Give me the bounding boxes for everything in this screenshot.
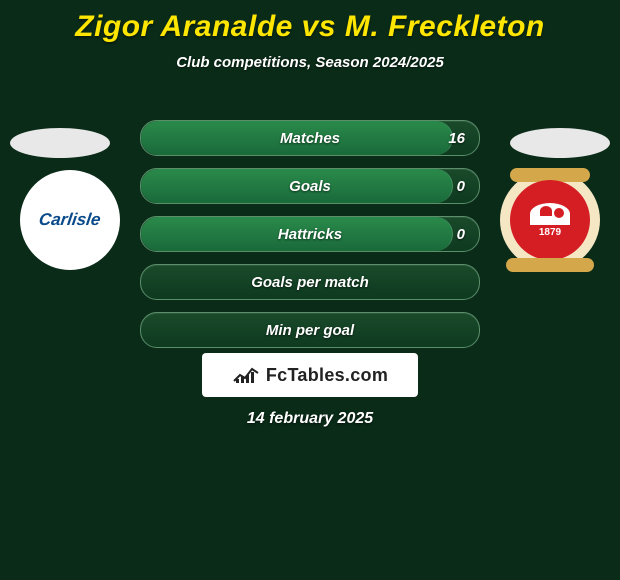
club-right-year: 1879 xyxy=(539,227,561,238)
stat-bar: Hattricks 0 xyxy=(140,216,480,252)
stat-value: 0 xyxy=(457,217,465,251)
club-badge-left: Carlisle xyxy=(20,170,120,270)
bird-icon xyxy=(540,206,552,216)
club-badge-right: 1879 xyxy=(500,170,600,270)
player-avatar-right xyxy=(510,128,610,158)
club-right-crest: 1879 xyxy=(510,180,590,260)
stat-label-wrap: Hattricks xyxy=(141,217,479,251)
stat-bar: Goals 0 xyxy=(140,168,480,204)
stat-label-wrap: Matches xyxy=(141,121,479,155)
club-left-label: Carlisle xyxy=(38,210,102,230)
stat-value: 0 xyxy=(457,169,465,203)
page-title: Zigor Aranalde vs M. Freckleton xyxy=(0,0,620,44)
stat-label-wrap: Goals per match xyxy=(141,265,479,299)
comparison-date: 14 february 2025 xyxy=(0,410,620,428)
stats-list: Matches 16 Goals 0 Hattricks 0 Goals per match… xyxy=(140,120,480,360)
stat-value: 16 xyxy=(448,121,465,155)
stat-label: Min per goal xyxy=(266,322,354,339)
stat-bar: Min per goal xyxy=(140,312,480,348)
stat-label: Goals xyxy=(289,178,331,195)
branding-badge[interactable]: FcTables.com xyxy=(202,353,418,397)
stat-label: Hattricks xyxy=(278,226,342,243)
stat-label-wrap: Min per goal xyxy=(141,313,479,347)
page-subtitle: Club competitions, Season 2024/2025 xyxy=(0,54,620,71)
stat-bar: Goals per match xyxy=(140,264,480,300)
comparison-card: Zigor Aranalde vs M. Freckleton Club com… xyxy=(0,0,620,580)
stat-label-wrap: Goals xyxy=(141,169,479,203)
club-right-ribbon-bottom xyxy=(506,258,594,272)
club-right-emblem xyxy=(530,203,570,225)
stat-label: Goals per match xyxy=(251,274,369,291)
player-avatar-left xyxy=(10,128,110,158)
branding-text: FcTables.com xyxy=(266,365,388,386)
chart-icon xyxy=(232,365,260,385)
stat-label: Matches xyxy=(280,130,340,147)
ball-icon xyxy=(554,208,564,218)
stat-bar: Matches 16 xyxy=(140,120,480,156)
